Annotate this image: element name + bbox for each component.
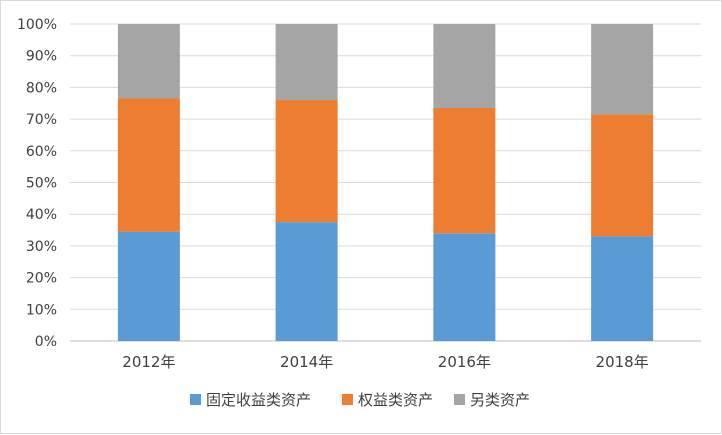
x-category-label: 2018年 — [596, 353, 649, 371]
bar-segment — [591, 114, 654, 237]
y-tick-label: 30% — [26, 239, 57, 255]
bar-segment — [433, 233, 496, 341]
bar-segment — [275, 222, 338, 341]
legend: 固定收益类资产 权益类资产 另类资产 — [190, 391, 530, 409]
y-tick-label: 70% — [26, 112, 57, 128]
x-category-label: 2012年 — [122, 353, 175, 371]
y-axis-tick-labels: 0% 10% 20% 30% 40% 50% 60% 70% 80% 90% 100% — [17, 17, 57, 350]
y-tick-label: 20% — [26, 271, 57, 287]
legend-label: 固定收益类资产 — [206, 391, 311, 409]
x-axis-category-labels: 2012年 2014年 2016年 2018年 — [122, 353, 648, 371]
bar-segment — [591, 236, 654, 341]
legend-swatch — [190, 394, 201, 405]
bar-segment — [275, 100, 338, 223]
y-tick-label: 60% — [26, 144, 57, 160]
y-tick-label: 50% — [26, 176, 57, 192]
bar-segment — [275, 24, 338, 101]
y-tick-label: 80% — [26, 80, 57, 96]
bar-segment — [591, 24, 654, 115]
legend-label: 另类资产 — [470, 391, 530, 409]
y-tick-label: 40% — [26, 207, 57, 223]
x-category-label: 2014年 — [280, 353, 333, 371]
legend-label: 权益类资产 — [358, 391, 433, 409]
bar-segment — [433, 108, 496, 234]
bar-segment — [117, 98, 180, 232]
bar-segment — [433, 24, 496, 109]
x-category-label: 2016年 — [438, 353, 491, 371]
y-tick-label: 0% — [35, 334, 57, 350]
y-tick-label: 10% — [26, 302, 57, 318]
y-tick-label: 90% — [26, 49, 57, 65]
bars — [117, 24, 654, 341]
bar-segment — [117, 24, 180, 99]
legend-swatch — [342, 394, 353, 405]
legend-swatch — [454, 394, 465, 405]
y-tick-label: 100% — [17, 17, 57, 33]
bar-segment — [117, 231, 180, 341]
